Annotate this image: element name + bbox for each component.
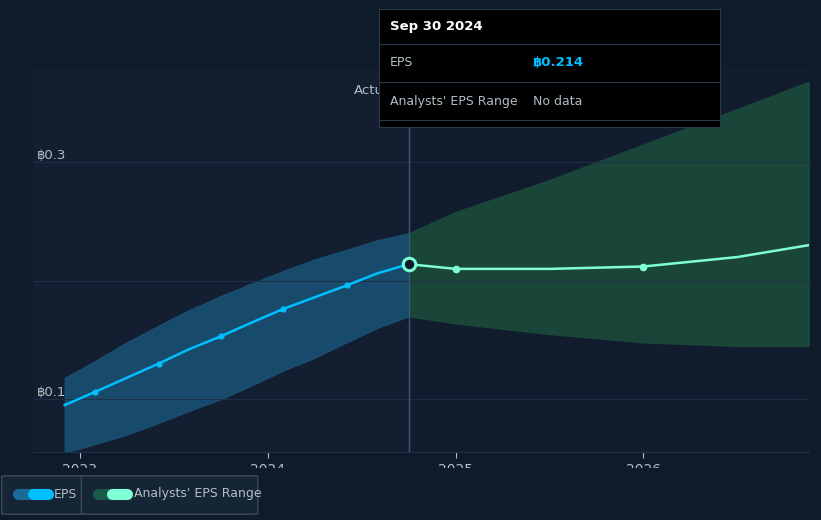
Text: ฿0.214: ฿0.214: [533, 56, 584, 69]
Text: No data: No data: [533, 95, 582, 108]
FancyBboxPatch shape: [81, 476, 258, 514]
FancyBboxPatch shape: [2, 476, 88, 514]
Text: Sep 30 2024: Sep 30 2024: [389, 20, 482, 33]
Text: EPS: EPS: [389, 56, 413, 69]
Text: ฿0.3: ฿0.3: [37, 149, 67, 162]
Text: ฿0.1: ฿0.1: [37, 386, 67, 399]
Bar: [33, 68, 409, 452]
Text: Analysts Forecasts: Analysts Forecasts: [422, 84, 545, 97]
Text: Analysts' EPS Range: Analysts' EPS Range: [134, 488, 261, 500]
Text: Actual: Actual: [354, 84, 396, 97]
Text: Analysts' EPS Range: Analysts' EPS Range: [389, 95, 517, 108]
Text: EPS: EPS: [53, 488, 76, 500]
